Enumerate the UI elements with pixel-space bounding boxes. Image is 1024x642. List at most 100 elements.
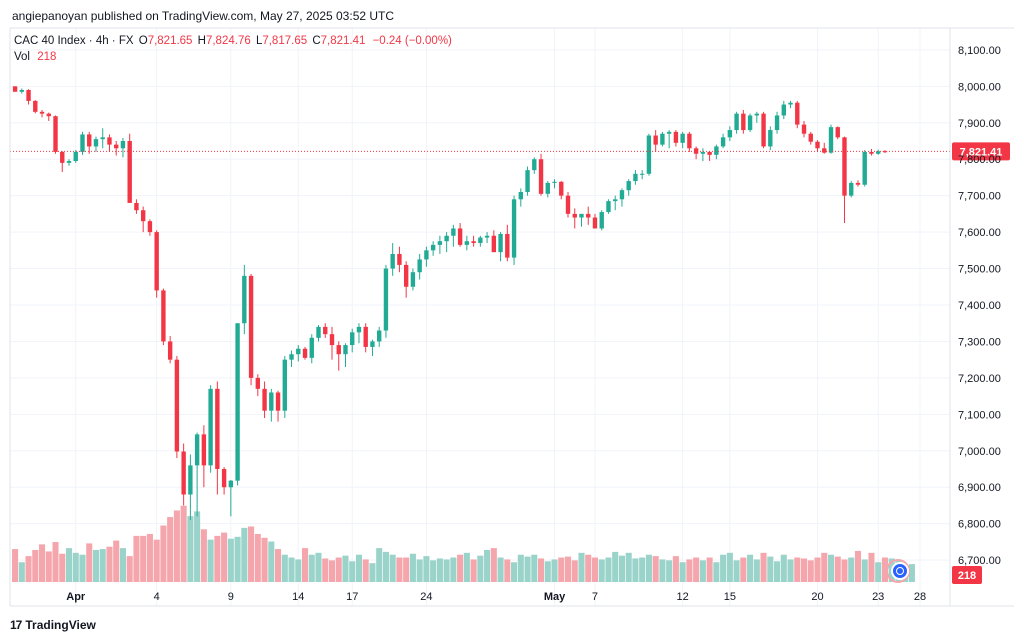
candle-body xyxy=(835,127,840,138)
volume-bar xyxy=(25,556,32,582)
candle xyxy=(653,130,658,152)
volume-bar xyxy=(679,562,686,582)
candle-body xyxy=(545,182,550,194)
candle-body xyxy=(120,140,126,149)
chart-axes: 8,100.00 8,000.00 7,900.00 7,800.00 7,700.00… xyxy=(9,27,1014,607)
volume-bar xyxy=(477,555,484,582)
candle-body xyxy=(174,359,180,452)
candle xyxy=(862,150,867,187)
volume-bar xyxy=(443,559,450,582)
candle xyxy=(215,381,220,495)
y-tick-label: 8,000.00 xyxy=(958,81,1001,93)
candle xyxy=(768,126,773,151)
volume-bar xyxy=(794,557,801,582)
candle-body xyxy=(673,131,679,143)
candle xyxy=(174,356,180,459)
volume-bar xyxy=(686,559,693,582)
candle-body xyxy=(714,146,719,155)
candle-body xyxy=(849,182,854,196)
candle-body xyxy=(862,151,867,185)
volume-value: 218 xyxy=(37,51,57,63)
tradingview-logo-icon: 17 xyxy=(10,618,22,632)
candle-body xyxy=(215,388,220,470)
candle xyxy=(417,253,422,280)
volume-bar xyxy=(544,561,551,582)
candle-body xyxy=(484,235,490,238)
candle-body xyxy=(572,213,577,218)
candle-body xyxy=(646,135,652,174)
candle xyxy=(356,323,362,344)
volume-bar xyxy=(396,557,403,582)
tradingview-footer[interactable]: 17 TradingView xyxy=(10,618,96,632)
candle-body xyxy=(80,134,85,152)
volume-bar xyxy=(32,550,39,582)
volume-tag-text: 218 xyxy=(958,570,976,582)
candle-body xyxy=(154,232,159,291)
candle xyxy=(626,179,631,196)
volume-bar xyxy=(652,556,659,582)
volume-bar xyxy=(834,556,841,582)
candle xyxy=(120,138,126,158)
x-tick-label: 24 xyxy=(420,591,432,603)
candle xyxy=(828,124,834,154)
candle-body xyxy=(700,151,706,154)
volume-bar xyxy=(598,559,605,582)
candle xyxy=(93,136,99,152)
y-tick-label: 6,800.00 xyxy=(958,519,1001,531)
volume-bar xyxy=(369,563,376,582)
volume-label[interactable]: Vol xyxy=(14,51,30,63)
candle-body xyxy=(275,392,281,411)
volume-bar xyxy=(827,554,835,582)
candle xyxy=(383,264,389,338)
candles xyxy=(12,86,888,521)
candle-body xyxy=(653,135,658,145)
candle xyxy=(87,131,92,154)
volume-tag xyxy=(952,566,982,584)
target-icon xyxy=(886,559,910,583)
volume-bar xyxy=(355,554,362,582)
candle-body xyxy=(579,213,584,218)
candle xyxy=(390,243,395,276)
candle-body xyxy=(451,228,456,236)
y-tick-label: 7,600.00 xyxy=(958,227,1001,239)
candle xyxy=(855,180,861,187)
candle-body xyxy=(761,113,766,147)
candle-body xyxy=(565,195,571,214)
candle-body xyxy=(741,113,746,131)
x-tick-label: 28 xyxy=(914,591,926,603)
volume-bar xyxy=(612,551,619,582)
candle-body xyxy=(248,275,254,378)
candle xyxy=(565,192,571,218)
candle xyxy=(430,241,436,256)
brand-name: TradingView xyxy=(25,618,96,632)
y-tick-label: 8,100.00 xyxy=(958,45,1001,57)
volume-bar xyxy=(854,550,862,582)
volume-bar xyxy=(726,552,733,582)
x-tick-label: 15 xyxy=(724,591,736,603)
candle xyxy=(471,235,476,247)
volume-bar xyxy=(214,535,221,582)
candle-body xyxy=(66,161,72,163)
candle xyxy=(147,219,153,236)
candle xyxy=(289,350,294,367)
candle xyxy=(296,345,301,362)
symbol-label[interactable]: CAC 40 Index · 4h · FX xyxy=(14,35,134,47)
candle-body xyxy=(471,241,476,244)
x-tick-label: May xyxy=(544,591,566,603)
candle-body xyxy=(228,480,234,488)
last-price-line: 7,821.41 218 xyxy=(10,142,1010,584)
candle-body xyxy=(289,354,294,360)
volume-bar xyxy=(342,555,349,582)
candle-body xyxy=(33,100,38,112)
candle-body xyxy=(795,102,800,125)
candle xyxy=(323,323,328,338)
x-tick-label: 17 xyxy=(346,591,358,603)
candle-body xyxy=(377,330,382,342)
volume-bar xyxy=(248,526,255,582)
volume-bar xyxy=(625,552,632,582)
candle xyxy=(255,374,261,397)
candle-body xyxy=(842,137,847,196)
change-value: −0.24 (−0.00%) xyxy=(372,35,452,47)
volume-bar xyxy=(301,548,309,582)
